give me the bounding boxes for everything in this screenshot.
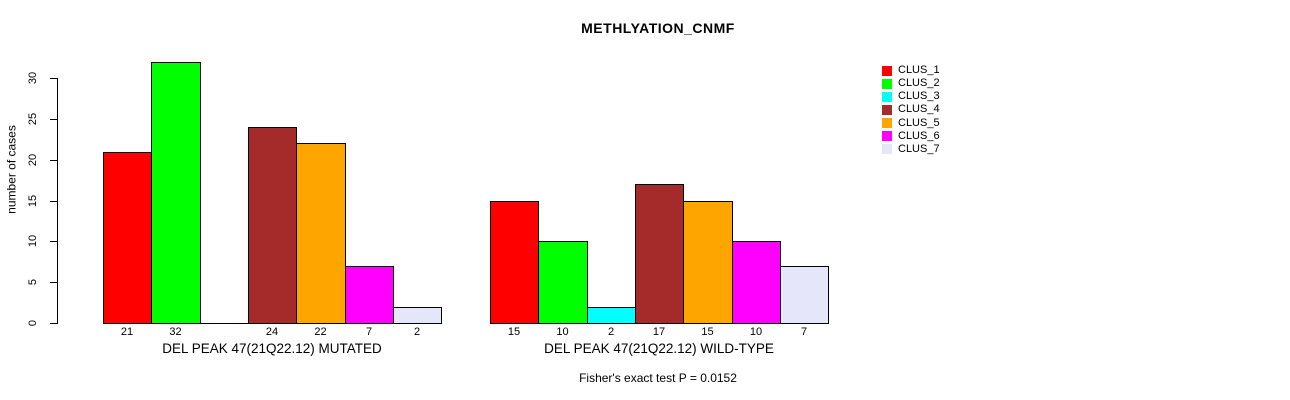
bar-value-label: 10 [749, 326, 763, 338]
legend-row: CLUS_6 [882, 130, 940, 143]
bar-clus_3-zero [200, 323, 249, 324]
legend-swatch-clus_7 [882, 144, 892, 155]
legend-row: CLUS_5 [882, 117, 940, 130]
bar-clus_3 [587, 307, 636, 324]
y-tick-label: 15 [27, 194, 39, 208]
y-tick-label: 20 [27, 153, 39, 167]
legend-swatch-clus_1 [882, 65, 892, 76]
bar-clus_4 [635, 184, 684, 324]
bar-clus_1 [103, 152, 152, 324]
legend-label: CLUS_6 [898, 129, 940, 142]
bar-clus_6 [732, 241, 781, 324]
legend-label: CLUS_7 [898, 142, 940, 155]
footnote: Fisher's exact test P = 0.0152 [579, 371, 737, 385]
y-axis-label: number of cases [4, 125, 19, 214]
bar-value-label: 22 [314, 326, 327, 338]
bar-value-label: 15 [701, 326, 714, 338]
bar-value-label: 2 [413, 326, 421, 338]
bar-clus_7 [780, 266, 829, 324]
legend-row: CLUS_2 [882, 77, 940, 90]
y-tick-mark [50, 241, 57, 242]
bar-value-label: 32 [169, 326, 182, 338]
bar-value-label: 17 [652, 326, 666, 338]
bar-value-label: 24 [265, 326, 279, 338]
y-tick-mark [50, 201, 57, 202]
y-tick-label: 5 [27, 278, 39, 286]
x-axis-title-mutated: DEL PEAK 47(21Q22.12) MUTATED [162, 341, 382, 356]
x-axis-title-wildtype: DEL PEAK 47(21Q22.12) WILD-TYPE [544, 341, 774, 356]
y-axis-line [57, 78, 58, 324]
y-tick-label: 25 [27, 112, 39, 126]
chart-title: METHLYATION_CNMF [581, 20, 735, 36]
bar-clus_2 [151, 62, 201, 324]
bar-value-label: 2 [607, 326, 615, 338]
legend-swatch-clus_3 [882, 91, 892, 102]
y-tick-mark [50, 160, 57, 161]
legend-label: CLUS_2 [898, 77, 940, 90]
legend-row: CLUS_1 [882, 64, 940, 77]
bar-value-label: 10 [556, 326, 569, 338]
legend: CLUS_1 CLUS_2 CLUS_3 CLUS_4 CLUS_5 CLUS_6 CLUS… [882, 64, 940, 156]
bar-clus_1 [490, 201, 539, 324]
bar-clus_6 [345, 266, 394, 324]
y-tick-mark [50, 119, 57, 120]
bar-clus_5 [683, 201, 733, 324]
legend-swatch-clus_6 [882, 131, 892, 142]
legend-label: CLUS_3 [898, 90, 940, 103]
bar-value-label: 7 [800, 326, 808, 338]
y-tick-label: 0 [27, 319, 39, 327]
legend-row: CLUS_7 [882, 143, 940, 156]
y-tick-mark [50, 78, 57, 79]
bar-value-label: 7 [365, 326, 373, 338]
y-tick-label: 30 [27, 71, 39, 85]
legend-row: CLUS_3 [882, 90, 940, 103]
bar-clus_5 [296, 143, 346, 324]
y-tick-label: 10 [27, 234, 39, 248]
bar-clus_4 [248, 127, 297, 324]
bar-clus_7 [393, 307, 442, 324]
legend-swatch-clus_4 [882, 104, 892, 115]
legend-swatch-clus_5 [882, 118, 892, 129]
legend-label: CLUS_5 [898, 116, 940, 129]
y-tick-mark [50, 282, 57, 283]
y-tick-mark [50, 323, 57, 324]
bar-value-label: 15 [507, 326, 521, 338]
legend-row: CLUS_4 [882, 103, 940, 116]
legend-swatch-clus_2 [882, 78, 892, 89]
bar-value-label: 21 [120, 326, 134, 338]
bar-clus_2 [538, 241, 588, 324]
legend-label: CLUS_4 [898, 103, 940, 116]
legend-label: CLUS_1 [898, 64, 940, 77]
